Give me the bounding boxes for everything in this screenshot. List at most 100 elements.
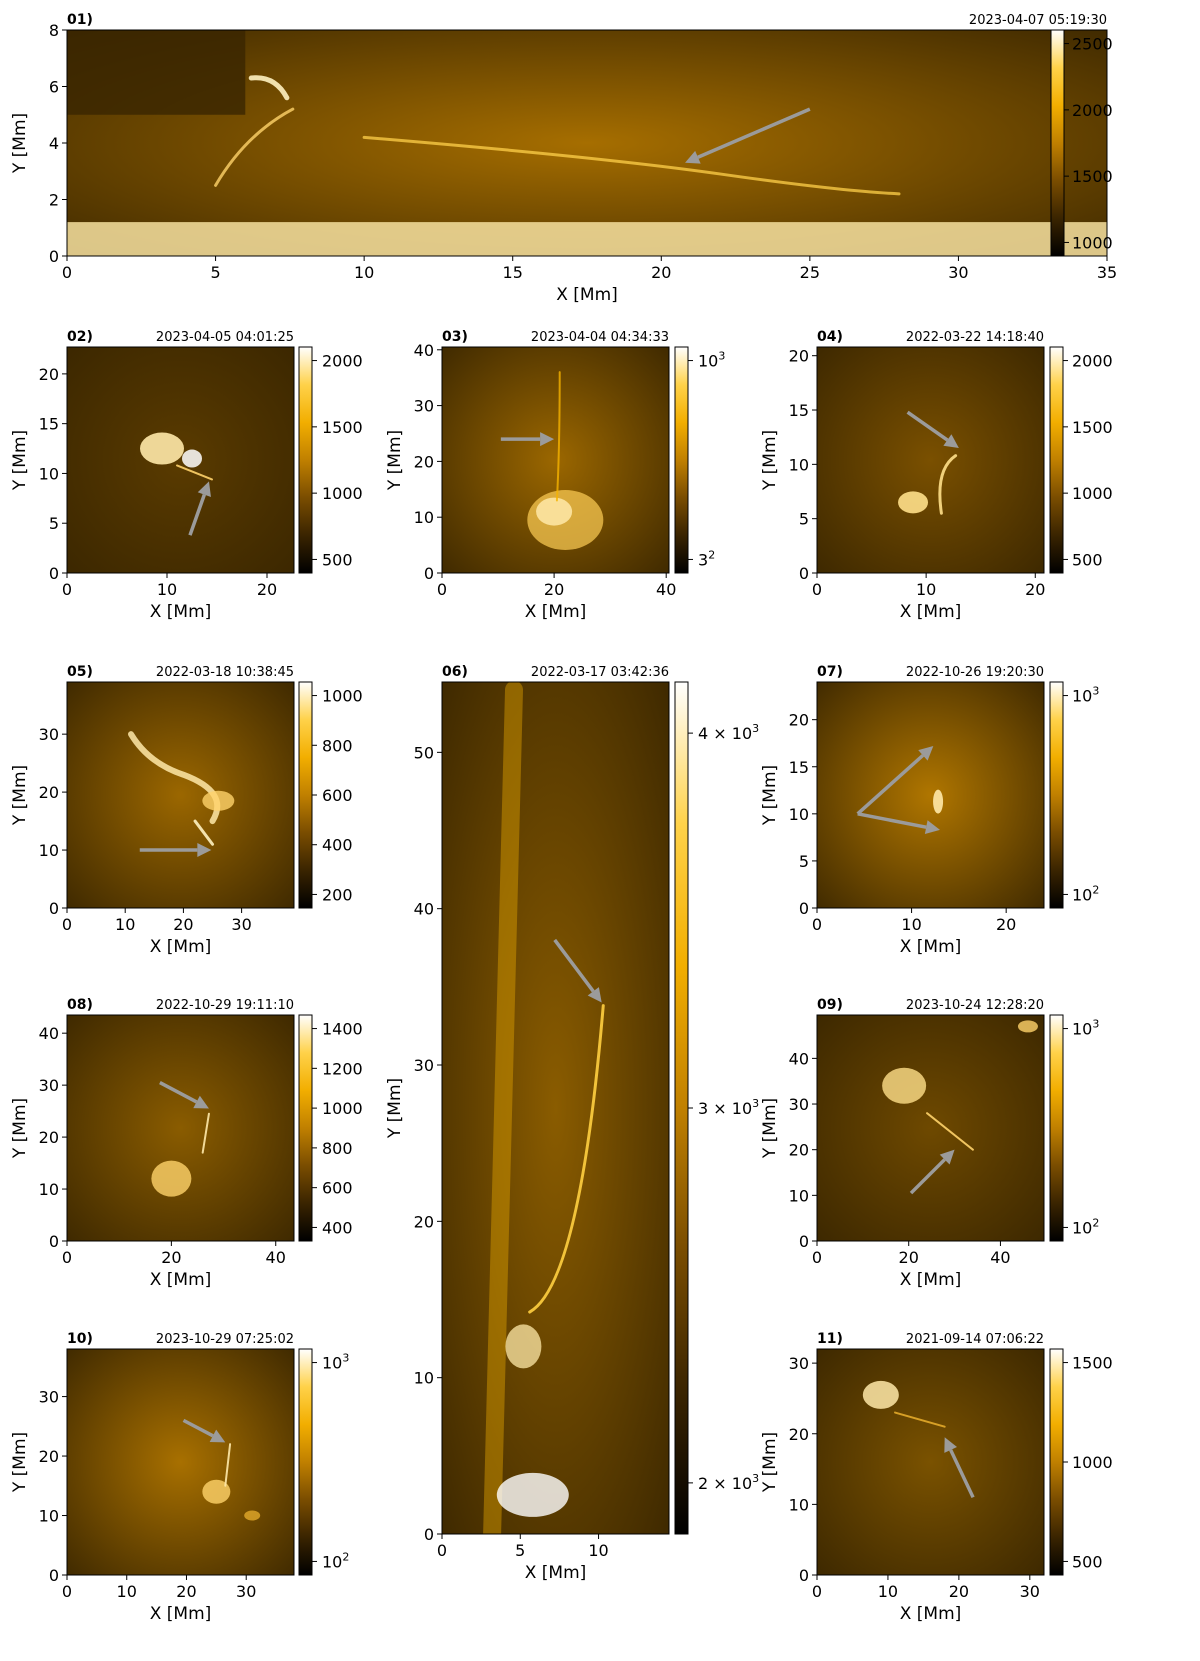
x-tick-label: 20 [1025,580,1045,599]
panel-timestamp: 2022-03-18 10:38:45 [156,665,294,680]
panel-label: 08) [67,997,93,1013]
panel-01-plot: 0 5 10 15 20 25 30 35 0 2 4 6 8 X [Mm] Y [Mm] 01) 2023-0… [10,12,1117,305]
x-tick-label: 40 [656,580,676,599]
colorbar-tick-label: 1000 [322,687,363,706]
panel-label: 02) [67,329,93,345]
y-tick-label: 5 [799,852,809,871]
arrow-head [685,150,701,164]
panel-07: 0 10 20 0 5 10 15 20 X [Mm] Y [Mm] 07) 2022-10-26 1… [760,664,1200,990]
colorbar [298,346,313,574]
x-axis-label: X [Mm] [150,1604,212,1624]
image-area [67,682,294,908]
panel-05-plot: 0 10 20 30 0 10 20 30 X [Mm] Y [Mm] 05) 2022-03-18 … [10,664,363,957]
colorbar [674,346,689,574]
colorbar-tick-label: 400 [322,1218,353,1237]
panel-label: 10) [67,1331,93,1347]
x-tick-label: 20 [161,1248,181,1267]
bright-feature [224,1443,232,1487]
image-area [67,1349,294,1575]
y-tick-label: 30 [39,1388,59,1407]
y-tick-label: 30 [789,1354,809,1373]
panel-label: 05) [67,664,93,680]
colorbar [1049,1348,1064,1576]
y-tick-label: 5 [49,514,59,533]
image-features [67,30,1107,256]
x-tick-label: 10 [878,1582,898,1601]
x-tick-label: 20 [996,915,1016,934]
y-tick-label: 8 [49,21,59,40]
y-tick-label: 10 [789,1495,809,1514]
axes-frame [441,346,670,574]
y-tick-label: 20 [39,1447,59,1466]
y-tick-label: 20 [39,1128,59,1147]
colorbar-tick-label: 103 [1072,1018,1099,1039]
x-axis-label: X [Mm] [900,937,962,957]
y-tick-label: 10 [414,1369,434,1388]
annotation-arrow [697,107,811,159]
y-tick-label: 20 [39,365,59,384]
axes-frame [66,346,295,574]
x-axis-label: X [Mm] [900,1604,962,1624]
x-axis-label: X [Mm] [525,1563,587,1583]
x-tick-label: 0 [437,580,447,599]
image-features [933,789,944,814]
y-axis-label: Y [Mm] [760,430,780,491]
panel-07-plot: 0 10 20 0 5 10 15 20 X [Mm] Y [Mm] 07) 2022-10-26 1… [760,664,1099,957]
colorbar [298,681,313,909]
bright-feature [202,1479,231,1504]
x-tick-label: 0 [437,1541,447,1560]
image-area [817,1349,1044,1575]
colorbar-tick-label: 1200 [322,1059,363,1078]
x-tick-label: 0 [62,1248,72,1267]
arrow-head [943,434,959,449]
image-features [898,454,958,515]
annotation-arrow [906,410,949,442]
y-tick-label: 20 [789,711,809,730]
bright-feature [193,819,215,846]
arrow-head [209,1429,226,1443]
axes-frame [816,1348,1045,1576]
annotation-arrow [857,812,927,829]
panel-timestamp: 2021-09-14 07:06:22 [906,1332,1044,1347]
panel-timestamp: 2023-04-05 04:01:25 [156,330,294,345]
bright-feature [933,789,944,814]
x-tick-label: 10 [354,263,374,282]
colorbar-tick-label: 2500 [1072,35,1113,54]
colorbar-tick-label: 500 [1072,1552,1103,1571]
x-tick-label: 0 [812,1248,822,1267]
colorbar-tick-label: 1500 [1072,1354,1113,1373]
x-axis-label: X [Mm] [900,1270,962,1290]
colorbar-tick-label: 102 [1072,883,1099,904]
colorbar [298,1348,313,1576]
y-tick-label: 40 [39,1024,59,1043]
annotation-arrow [182,1418,214,1438]
bright-feature [483,682,524,1534]
image-features [527,371,604,550]
bright-feature [938,454,958,515]
y-tick-label: 20 [789,347,809,366]
colorbar-tick-label: 1500 [1072,418,1113,437]
y-tick-label: 10 [39,841,59,860]
colorbar-tick-label: 1000 [322,484,363,503]
panel-label: 06) [442,664,468,680]
colorbar-tick-label: 800 [322,1139,353,1158]
arrow-head [193,1095,209,1109]
bright-feature [926,1112,974,1151]
y-tick-label: 4 [49,134,59,153]
colorbar-tick-label: 1500 [322,418,363,437]
y-tick-label: 30 [414,397,434,416]
y-tick-label: 0 [49,1232,59,1251]
x-tick-label: 0 [62,915,72,934]
bright-feature [182,449,202,468]
panel-10: 0 10 20 30 0 10 20 30 X [Mm] Y [Mm] 10) 2023-10-29 … [0,1331,400,1661]
colorbar-tick-label: 1000 [1072,484,1113,503]
panel-04-plot: 0 10 20 0 5 10 15 20 X [Mm] Y [Mm] 04) 2022-03-22 1… [760,329,1113,622]
colorbar-tick-label: 102 [322,1550,349,1571]
bright-feature [140,432,184,465]
bright-feature [362,135,901,196]
colorbar-tick-label: 103 [322,1352,349,1373]
y-tick-label: 40 [789,1049,809,1068]
bright-feature [201,1112,210,1154]
image-features [128,731,235,846]
